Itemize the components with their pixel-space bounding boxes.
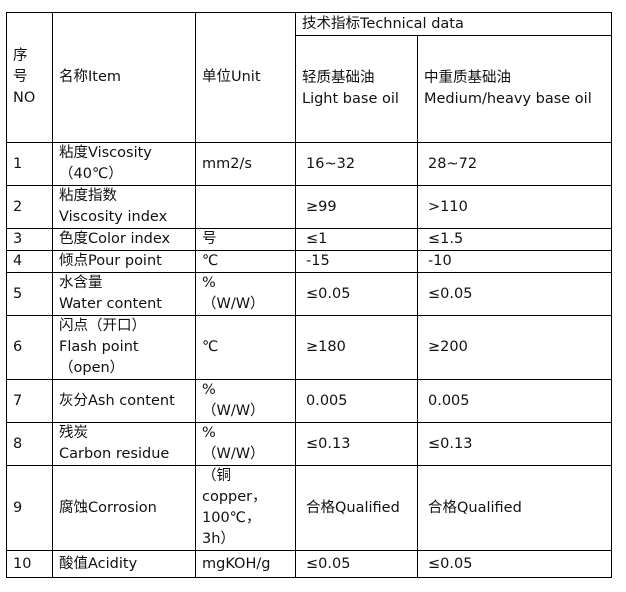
cell-light: ≤0.05: [295, 272, 418, 316]
cell-unit: mgKOH/g: [195, 550, 296, 578]
cell-item: 残炭 Carbon residue: [52, 422, 196, 466]
cell-light: 16~32: [295, 142, 418, 186]
cell-item: 水含量 Water content: [52, 272, 196, 316]
cell-unit: [195, 185, 296, 229]
table-row: 8 残炭 Carbon residue% （W/W） ≤0.13 ≤0.13: [6, 422, 613, 466]
cell-unit: （铜 copper， 100℃， 3h）: [195, 465, 296, 551]
cell-unit: mm2/s: [195, 142, 296, 186]
cell-item: 闪点（开口） Flash point （open）: [52, 315, 196, 380]
cell-unit: % （W/W）: [195, 272, 296, 316]
cell-no: 2: [6, 185, 53, 229]
cell-item: 色度Color index: [52, 228, 196, 251]
cell-item: 酸值Acidity: [52, 550, 196, 578]
cell-no: 10: [6, 550, 53, 578]
header-unit: 单位Unit: [195, 12, 296, 143]
cell-medium: ≥200: [416, 315, 613, 380]
cell-no: 5: [6, 272, 53, 316]
table-row: 10 酸值Acidity mgKOH/g ≤0.05 ≤0.05: [6, 550, 613, 578]
header-technical-data: 技术指标Technical data: [294, 12, 613, 36]
cell-medium: ≤0.05: [416, 550, 613, 578]
cell-light: ≤0.13: [295, 422, 418, 466]
cell-light: ≤1: [295, 228, 418, 251]
cell-unit: ℃: [195, 250, 296, 273]
header-item: 名称Item: [52, 12, 196, 143]
cell-light: 合格Qualified: [295, 465, 418, 551]
cell-no: 3: [6, 228, 53, 251]
cell-medium: 28~72: [416, 142, 613, 186]
header-no: 序 号 NO: [6, 12, 53, 143]
cell-no: 4: [6, 250, 53, 273]
table-row: 9 腐蚀Corrosion （铜 copper， 100℃， 3h） 合格Qualif…: [6, 465, 613, 551]
cell-medium: 0.005: [416, 379, 613, 423]
cell-no: 9: [6, 465, 53, 551]
cell-light: 0.005: [295, 379, 418, 423]
table-row: 6 闪点（开口） Flash point （open） ℃ ≥180 ≥200: [6, 315, 613, 380]
cell-light: ≥99: [295, 185, 418, 229]
cell-unit: ℃: [195, 315, 296, 380]
cell-item: 灰分Ash content: [52, 379, 196, 423]
header-light-base-oil: 轻质基础油 Light base oil: [295, 35, 418, 143]
cell-light: ≤0.05: [295, 550, 418, 578]
cell-medium: ≤1.5: [416, 228, 613, 251]
header-medium-heavy-base-oil: 中重质基础油 Medium/heavy base oil: [416, 35, 613, 143]
table-row: 7 灰分Ash content% （W/W） 0.005 0.005: [6, 379, 613, 423]
cell-unit: % （W/W）: [195, 422, 296, 466]
cell-item: 倾点Pour point: [52, 250, 196, 273]
cell-medium: ≤0.13: [416, 422, 613, 466]
table-row: 3 色度Color index 号 ≤1 ≤1.5: [6, 228, 613, 251]
cell-no: 7: [6, 379, 53, 423]
cell-medium: -10: [416, 250, 613, 273]
cell-unit: 号: [195, 228, 296, 251]
table-row: 4 倾点Pour point ℃ -15 -10: [6, 250, 613, 273]
cell-light: ≥180: [295, 315, 418, 380]
table-row: 2 粘度指数 Viscosity index ≥99 >110: [6, 185, 613, 229]
table-row: 1 粘度Viscosity （40℃） mm2/s 16~32 28~72: [6, 142, 613, 186]
cell-no: 6: [6, 315, 53, 380]
cell-no: 8: [6, 422, 53, 466]
cell-item: 粘度指数 Viscosity index: [52, 185, 196, 229]
cell-item: 腐蚀Corrosion: [52, 465, 196, 551]
table-row: 5 水含量 Water content% （W/W） ≤0.05 ≤0.05: [6, 272, 613, 316]
cell-light: -15: [295, 250, 418, 273]
cell-item: 粘度Viscosity （40℃）: [52, 142, 196, 186]
cell-medium: >110: [416, 185, 613, 229]
technical-data-table: 序 号 NO 名称Item 单位Unit 技术指标Technical data …: [6, 12, 613, 578]
cell-medium: ≤0.05: [416, 272, 613, 316]
cell-no: 1: [6, 142, 53, 186]
cell-medium: 合格Qualified: [416, 465, 613, 551]
cell-unit: % （W/W）: [195, 379, 296, 423]
